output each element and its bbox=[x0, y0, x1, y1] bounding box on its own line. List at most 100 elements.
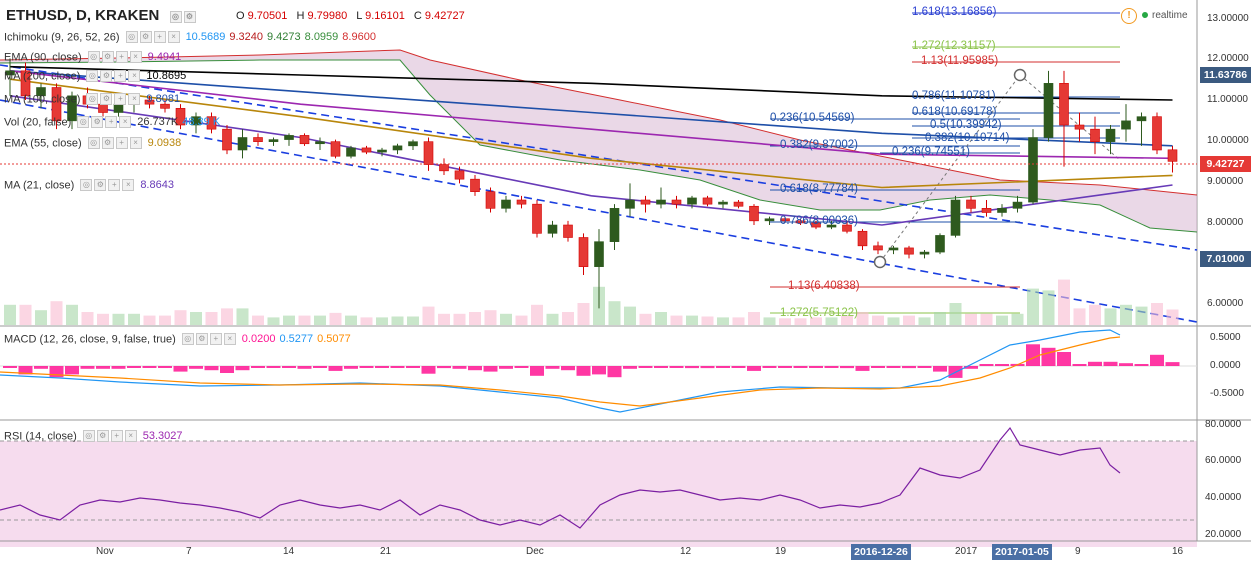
legend-button[interactable]: ⚙ bbox=[100, 70, 113, 83]
legend-button[interactable]: ◎ bbox=[80, 179, 93, 192]
fib-anchor-point[interactable] bbox=[873, 255, 887, 269]
candle-body[interactable] bbox=[284, 135, 294, 140]
legend-button[interactable]: × bbox=[128, 70, 141, 83]
fib-label[interactable]: 0.5(10.39942) bbox=[930, 119, 1002, 131]
candle-body[interactable] bbox=[299, 135, 310, 145]
candle-body[interactable] bbox=[222, 128, 232, 151]
candle-body[interactable] bbox=[408, 141, 418, 147]
fib-label[interactable]: 0.618(10.69178) bbox=[912, 106, 997, 118]
candle-body[interactable] bbox=[625, 199, 635, 209]
legend-button[interactable]: ⚙ bbox=[101, 137, 114, 150]
candle-body[interactable] bbox=[1121, 120, 1131, 130]
legend-button[interactable]: ◎ bbox=[181, 333, 194, 346]
candle-body[interactable] bbox=[795, 220, 806, 224]
candle-body[interactable] bbox=[1090, 128, 1100, 142]
indicator-buttons[interactable]: ◎ ⚙ + × bbox=[181, 333, 238, 346]
candle-body[interactable] bbox=[640, 199, 651, 205]
legend-button[interactable]: ⚙ bbox=[96, 430, 109, 443]
fib-label[interactable]: 0.786(11.10781) bbox=[912, 90, 996, 102]
candle-body[interactable] bbox=[981, 208, 992, 213]
indicator-legend[interactable]: EMA (90, close) ◎ ⚙ + × 9.4941 bbox=[4, 51, 181, 64]
indicator-buttons[interactable]: ◎ ⚙ + × bbox=[86, 93, 142, 106]
candle-body[interactable] bbox=[361, 147, 372, 153]
rsi-legend[interactable]: RSI (14, close) ◎ ⚙ + × 53.3027 bbox=[4, 430, 183, 443]
fib-label[interactable]: 1.272(5.75122) bbox=[780, 307, 859, 319]
candle-body[interactable] bbox=[330, 141, 341, 157]
legend-button[interactable]: + bbox=[108, 179, 121, 192]
fib-label[interactable]: 0.382(9.87002) bbox=[780, 139, 859, 151]
legend-button[interactable]: × bbox=[122, 179, 135, 192]
indicator-legend[interactable]: MA (21, close) ◎ ⚙ + × 8.8643 bbox=[4, 179, 174, 192]
candle-body[interactable] bbox=[501, 199, 511, 209]
candle-body[interactable] bbox=[811, 222, 821, 228]
indicator-legend[interactable]: MA (200, close) ◎ ⚙ + × 10.8695 bbox=[4, 70, 186, 83]
candle-body[interactable] bbox=[392, 145, 403, 151]
candle-body[interactable] bbox=[20, 70, 31, 97]
legend-button[interactable]: ◎ bbox=[77, 116, 90, 129]
legend-button[interactable]: + bbox=[153, 31, 166, 44]
legend-button[interactable]: ◎ bbox=[125, 31, 138, 44]
candle-body[interactable] bbox=[780, 218, 790, 222]
candle-body[interactable] bbox=[842, 224, 852, 232]
candle-body[interactable] bbox=[935, 235, 945, 253]
candle-body[interactable] bbox=[919, 251, 930, 255]
legend-button[interactable]: + bbox=[105, 116, 118, 129]
fib-label[interactable]: 0.382(10.10714) bbox=[925, 132, 1010, 144]
legend-button[interactable]: ⚙ bbox=[101, 51, 114, 64]
candle-body[interactable] bbox=[237, 137, 248, 151]
candle-body[interactable] bbox=[67, 95, 77, 122]
legend-button[interactable]: ⚙ bbox=[195, 333, 208, 346]
candle-body[interactable] bbox=[516, 199, 527, 205]
candle-body[interactable] bbox=[578, 237, 589, 267]
candle-body[interactable] bbox=[423, 141, 434, 165]
legend-button[interactable]: ◎ bbox=[86, 70, 99, 83]
candle-body[interactable] bbox=[144, 99, 155, 105]
macd-legend[interactable]: MACD (12, 26, close, 9, false, true) ◎ ⚙ + ×… bbox=[4, 333, 351, 346]
candle-body[interactable] bbox=[966, 199, 976, 209]
candle-body[interactable] bbox=[749, 205, 759, 222]
candle-body[interactable] bbox=[1105, 128, 1116, 142]
legend-button[interactable]: ◎ bbox=[86, 93, 99, 106]
legend-button[interactable]: ◎ bbox=[87, 51, 100, 64]
candle-body[interactable] bbox=[1152, 116, 1162, 151]
fib-anchor-point[interactable] bbox=[1013, 68, 1027, 82]
fib-label[interactable]: 1.13(11.95985) bbox=[921, 55, 999, 67]
candle-body[interactable] bbox=[1043, 83, 1054, 138]
indicator-buttons[interactable]: ◎ ⚙ + × bbox=[80, 179, 136, 192]
indicator-legend[interactable]: Vol (20, false) ◎ ⚙ + × 26.737K 48.39 K bbox=[4, 116, 220, 129]
candle-body[interactable] bbox=[36, 87, 46, 97]
candle-body[interactable] bbox=[268, 139, 279, 142]
candle-body[interactable] bbox=[346, 147, 356, 157]
legend-button[interactable]: × bbox=[167, 31, 180, 44]
legend-button[interactable]: × bbox=[223, 333, 236, 346]
indicator-legend[interactable]: Ichimoku (9, 26, 52, 26) ◎ ⚙ + × 10.5689 9.324… bbox=[4, 31, 376, 44]
legend-button[interactable]: ⚙ bbox=[91, 116, 104, 129]
candle-body[interactable] bbox=[888, 247, 899, 251]
candle-body[interactable] bbox=[454, 170, 465, 180]
legend-button[interactable]: × bbox=[124, 430, 137, 443]
candle-body[interactable] bbox=[857, 230, 868, 247]
candle-body[interactable] bbox=[1167, 149, 1178, 162]
legend-button[interactable]: ⚙ bbox=[94, 179, 107, 192]
fib-label[interactable]: 0.236(10.54569) bbox=[770, 112, 855, 124]
legend-button[interactable]: + bbox=[114, 70, 127, 83]
indicator-buttons[interactable]: ◎ ⚙ + × bbox=[86, 70, 142, 83]
indicator-buttons[interactable]: ◎ ⚙ + × bbox=[87, 137, 144, 150]
candle-body[interactable] bbox=[594, 241, 604, 267]
legend-button[interactable]: ◎ bbox=[82, 430, 95, 443]
legend-button[interactable]: + bbox=[115, 51, 128, 64]
fib-label[interactable]: 0.786(8.00036) bbox=[780, 215, 859, 227]
candle-body[interactable] bbox=[873, 245, 883, 251]
indicator-buttons[interactable]: ◎ ⚙ + × bbox=[77, 116, 133, 129]
candle-body[interactable] bbox=[206, 116, 217, 130]
candle-body[interactable] bbox=[439, 164, 449, 172]
indicator-buttons[interactable]: ◎ ⚙ + × bbox=[125, 31, 182, 44]
candle-body[interactable] bbox=[253, 137, 263, 142]
candle-body[interactable] bbox=[702, 197, 713, 205]
candle-body[interactable] bbox=[1136, 116, 1147, 122]
candle-body[interactable] bbox=[656, 199, 666, 205]
legend-button[interactable]: ◎ bbox=[87, 137, 100, 150]
candle-body[interactable] bbox=[51, 87, 62, 122]
legend-button[interactable]: ⚙ bbox=[183, 10, 196, 23]
